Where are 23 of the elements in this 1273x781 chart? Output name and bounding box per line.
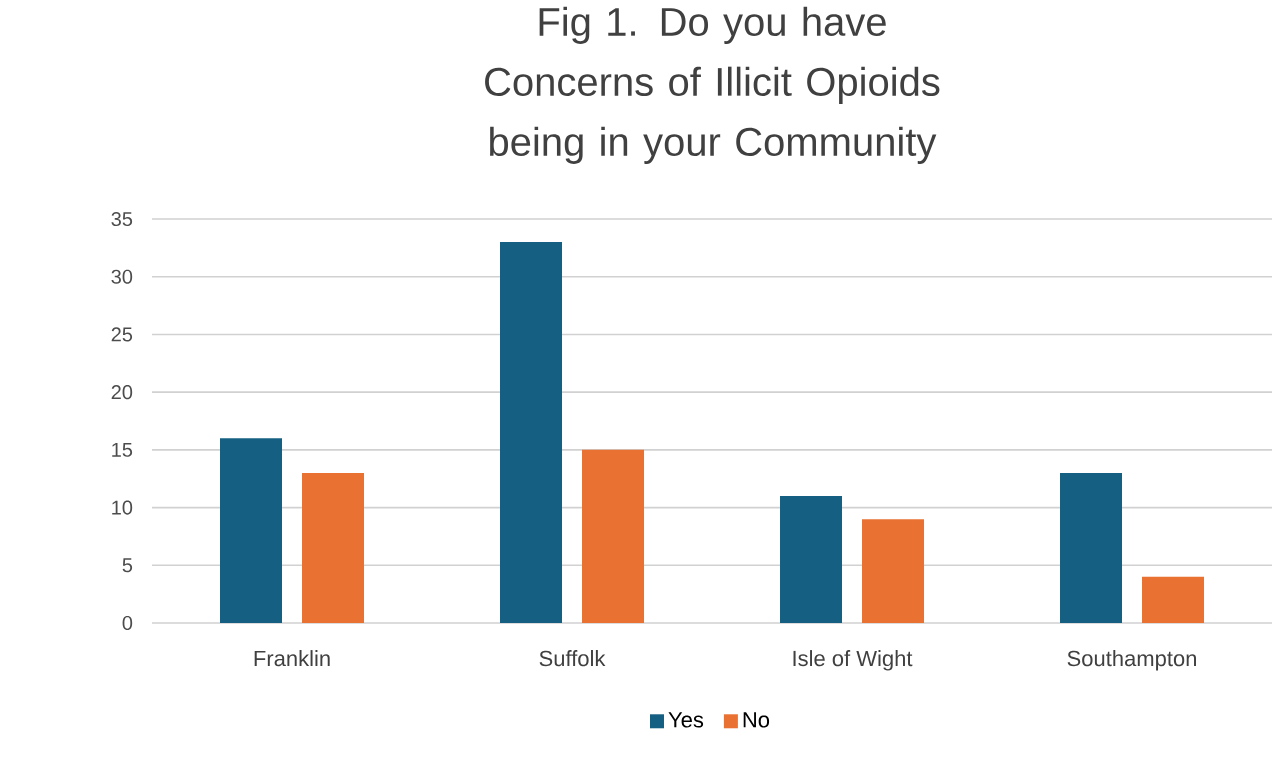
bar [1142, 576, 1205, 624]
bar [1060, 472, 1122, 624]
bar [220, 438, 282, 624]
y-tick-label: 35 [111, 211, 133, 227]
bar [500, 242, 563, 624]
x-tick-label: Isle of Wight [793, 650, 913, 671]
y-tick-label: 25 [111, 327, 133, 342]
y-tick-label: 30 [111, 269, 133, 284]
y-tick-label: 15 [112, 442, 133, 457]
legend-label: No [743, 712, 770, 728]
bar [582, 449, 645, 624]
x-tick-label: Southampton [1067, 650, 1196, 671]
legend-label: Yes [668, 712, 704, 728]
bar [780, 496, 843, 624]
y-tick-label: 0 [122, 615, 133, 631]
bar [862, 519, 925, 624]
chart-title: Fig 1. Do you have Concerns of Illicit Opioids being in your Community [485, 6, 940, 164]
y-tick-label: 5 [122, 558, 133, 573]
x-tick-label: Suffolk [539, 650, 606, 667]
y-tick-label: 20 [111, 385, 133, 400]
y-tick-label: 10 [112, 500, 133, 515]
x-tick-label: Franklin [254, 650, 330, 667]
bar [302, 472, 364, 624]
